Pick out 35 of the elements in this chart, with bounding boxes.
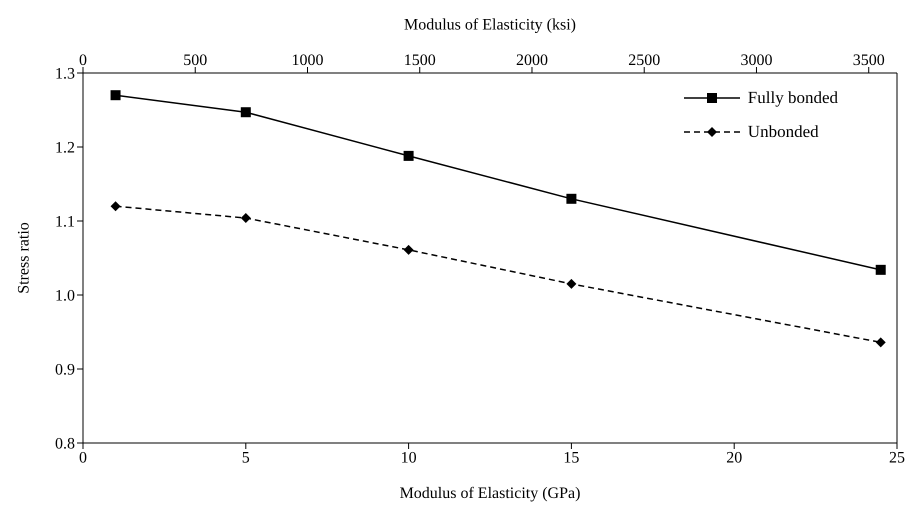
x2-tick-label: 2000 xyxy=(516,52,548,69)
x2-tick-label: 3500 xyxy=(852,52,885,69)
x-tick-label: 15 xyxy=(563,449,580,466)
y-tick-label: 1.1 xyxy=(55,214,75,231)
x2-tick-label: 3000 xyxy=(740,52,772,69)
x-tick-label: 20 xyxy=(726,449,742,466)
point xyxy=(240,107,251,118)
x2-tick-label: 1500 xyxy=(404,52,436,69)
x-axis-title: Modulus of Elasticity (GPa) xyxy=(400,485,580,502)
x2-tick-label: 0 xyxy=(79,52,87,69)
x-tick-label: 10 xyxy=(400,449,417,466)
point xyxy=(110,201,121,212)
x2-tick-label: 1000 xyxy=(291,52,324,69)
y-tick-label: 0.8 xyxy=(55,436,75,453)
point xyxy=(404,150,414,161)
x2-tick-label: 500 xyxy=(183,52,208,69)
y-tick-label: 1.0 xyxy=(55,288,75,305)
x2-axis-title: Modulus of Elasticity (ksi) xyxy=(404,16,576,34)
legend-label: Fully bonded xyxy=(748,88,838,108)
point xyxy=(404,244,414,255)
x-tick-label: 5 xyxy=(242,449,250,466)
legend-label: Unbonded xyxy=(748,122,819,142)
point xyxy=(240,213,251,224)
point xyxy=(110,90,121,100)
y-tick-label: 1.2 xyxy=(55,140,75,157)
point xyxy=(876,264,886,275)
y-tick-label: 1.3 xyxy=(55,66,75,83)
x-tick-label: 0 xyxy=(79,449,87,466)
x2-tick-label: 2500 xyxy=(628,52,660,69)
y-tick-label: 0.9 xyxy=(55,362,75,379)
point xyxy=(566,194,576,204)
point xyxy=(876,337,886,348)
point xyxy=(566,278,576,289)
y-axis-title: Stress ratio xyxy=(16,222,33,294)
x-tick-label: 25 xyxy=(889,449,905,466)
